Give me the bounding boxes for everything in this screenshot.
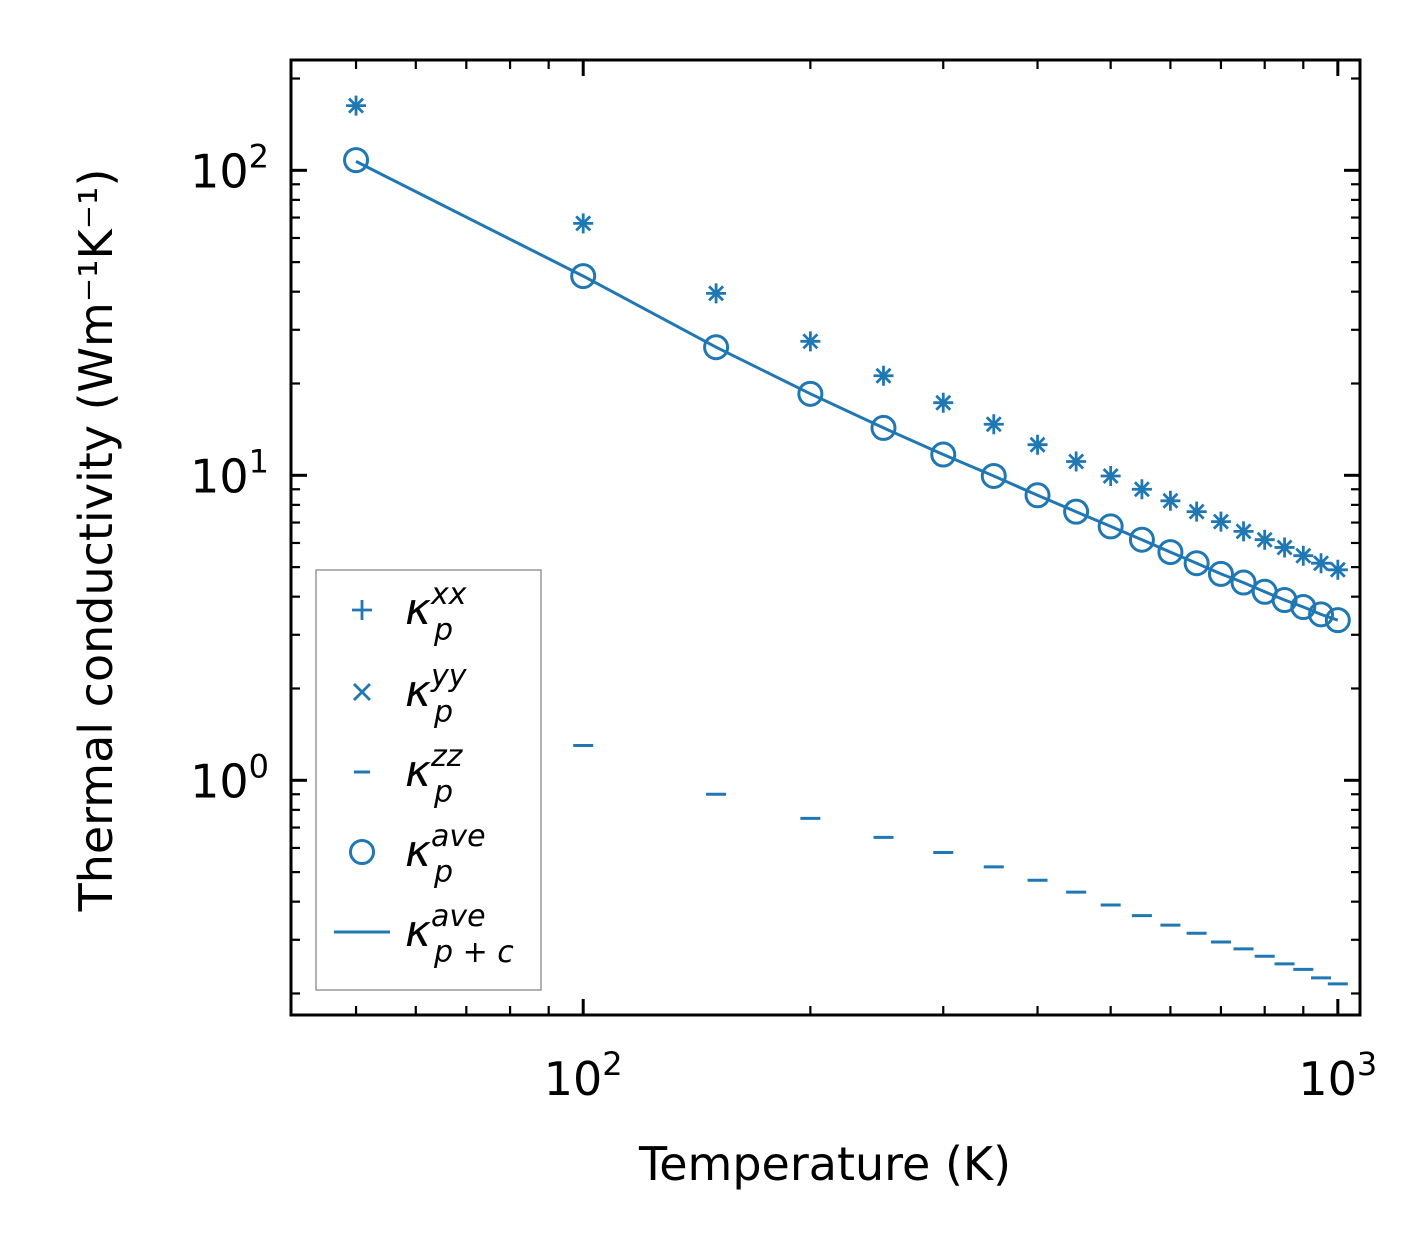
data-point — [1157, 539, 1184, 566]
data-point — [802, 333, 819, 350]
data-point — [1212, 513, 1229, 530]
data-point — [1162, 492, 1179, 509]
legend-item-kappa_p_zz: κzz p — [354, 739, 464, 810]
data-point — [1308, 601, 1335, 628]
legend-item-kappa_p_ave: κave p — [349, 819, 486, 890]
data-point — [1290, 594, 1317, 621]
data-point — [343, 147, 370, 174]
legend-label: κyy p — [405, 659, 468, 730]
data-point — [708, 285, 725, 302]
y-tick-label: 101 — [190, 442, 269, 503]
data-point — [930, 441, 957, 468]
data-point — [1329, 561, 1346, 578]
data-point — [1128, 526, 1155, 553]
data-point — [980, 462, 1007, 489]
data-point — [797, 380, 824, 407]
data-point — [1183, 550, 1210, 577]
plot-frame — [289, 58, 1362, 1017]
legend-marker-x — [353, 683, 371, 701]
x-tick-label: 102 — [544, 1045, 623, 1106]
data-point — [1063, 498, 1090, 525]
series-kappa_p_xx — [346, 95, 1348, 580]
data-point — [1324, 607, 1351, 634]
data-point — [1029, 436, 1046, 453]
data-point — [935, 394, 952, 411]
series-line — [355, 160, 1339, 622]
data-point — [1188, 503, 1205, 520]
data-point — [1235, 523, 1252, 540]
series-kappa_p_yy — [348, 97, 1346, 578]
data-point — [703, 334, 730, 361]
series-kappa_p_ave — [343, 147, 1351, 634]
x-tick-label: 103 — [1298, 1045, 1377, 1106]
data-point — [1207, 560, 1234, 587]
data-point — [1102, 467, 1119, 484]
data-point — [875, 367, 892, 384]
tick-labels: 102 103 100 101 102 — [190, 137, 1377, 1106]
data-point — [1097, 513, 1124, 540]
data-point — [1230, 569, 1257, 596]
data-point — [570, 263, 597, 290]
data-point — [1068, 453, 1085, 470]
plot-area — [289, 58, 1362, 1017]
legend-label: κave p + c — [405, 899, 514, 970]
series-kappa_pc_ave — [355, 160, 1339, 622]
data-marks — [343, 95, 1351, 986]
data-point — [1295, 547, 1312, 564]
data-point — [1024, 482, 1051, 509]
data-point — [1256, 531, 1273, 548]
legend-label: κzz p — [405, 739, 464, 810]
ticks — [291, 60, 1360, 1015]
data-point — [575, 215, 592, 232]
data-point — [1313, 555, 1330, 572]
legend: κxx p κyy p κzz p κave p κave p + c — [315, 569, 542, 991]
y-tick-label: 102 — [190, 137, 269, 198]
y-axis-label: Thermal conductivity (Wm⁻¹K⁻¹) — [69, 169, 123, 913]
legend-label: κave p — [405, 819, 486, 890]
y-tick-label: 100 — [190, 747, 269, 808]
data-point — [1133, 481, 1150, 498]
data-point — [348, 97, 365, 114]
legend-item-kappa_pc_ave: κave p + c — [334, 899, 514, 970]
data-point — [985, 416, 1002, 433]
x-axis-label: Temperature (K) — [638, 1137, 1011, 1191]
legend-item-kappa_p_yy: κyy p — [353, 659, 468, 730]
data-point — [1276, 539, 1293, 556]
legend-label: κxx p — [405, 577, 467, 648]
legend-item-kappa_p_xx: κxx p — [352, 577, 467, 648]
legend-box — [315, 569, 542, 991]
legend-marker-plus — [352, 600, 372, 620]
data-point — [870, 414, 897, 441]
legend-marker-circle — [349, 839, 375, 865]
